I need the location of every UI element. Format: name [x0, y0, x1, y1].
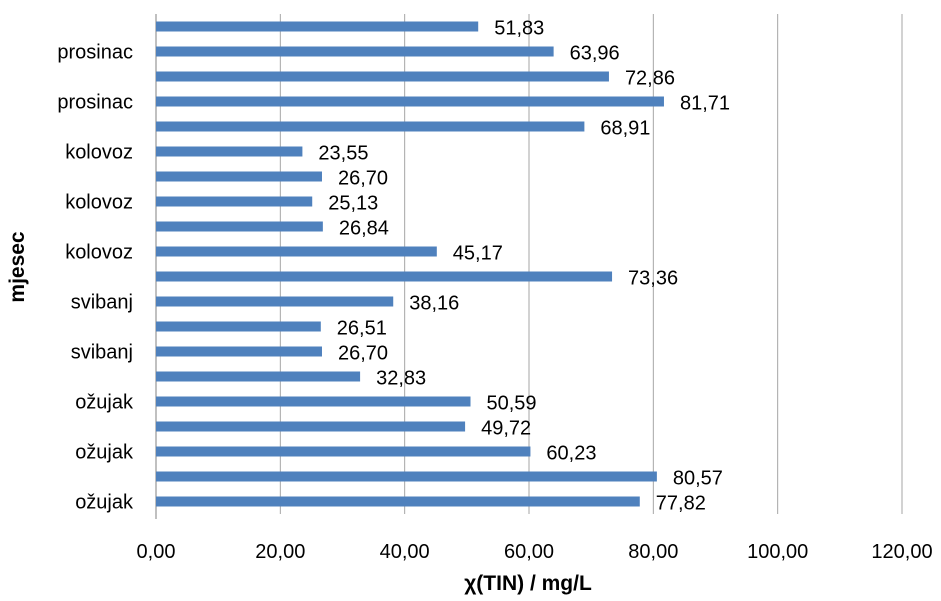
data-labels: 77,82 80,57 60,23 49,72 50,59 32,83 26,70 26,51… [318, 18, 730, 515]
bar [156, 121, 585, 132]
bars [156, 21, 664, 507]
y-axis-title: mjesec [6, 231, 29, 303]
data-label: 80,57 [673, 468, 723, 490]
data-label: 60,23 [546, 443, 596, 465]
bar [156, 446, 531, 457]
bar [156, 321, 321, 332]
category-label: ožujak [75, 492, 134, 514]
data-label: 26,51 [337, 318, 387, 340]
data-label: 26,70 [338, 343, 388, 365]
bar [156, 271, 613, 282]
x-tick-labels: 0,00 20,00 40,00 60,00 80,00 100,00 120,00 [137, 541, 933, 563]
category-label: prosinac [57, 42, 133, 64]
data-label: 63,96 [570, 43, 620, 65]
data-label: 38,16 [409, 293, 459, 315]
bar [156, 396, 471, 407]
data-label: 49,72 [481, 418, 531, 440]
data-label: 68,91 [600, 118, 650, 140]
bar [156, 346, 322, 357]
data-label: 45,17 [453, 243, 503, 265]
x-tick-label: 100,00 [747, 541, 808, 563]
bar [156, 46, 554, 57]
x-tick-label: 20,00 [255, 541, 305, 563]
data-label: 23,55 [318, 143, 368, 165]
category-label: svibanj [71, 292, 133, 314]
x-tick-label: 60,00 [504, 541, 554, 563]
x-axis-title: χ(TIN) / mg/L [464, 572, 592, 595]
category-label: ožujak [75, 392, 134, 414]
category-label: kolovoz [65, 242, 133, 264]
x-tick-label: 40,00 [380, 541, 430, 563]
data-label: 50,59 [487, 393, 537, 415]
category-label: ožujak [75, 442, 134, 464]
data-label: 25,13 [328, 193, 378, 215]
bar [156, 471, 657, 482]
category-label: kolovoz [65, 142, 133, 164]
data-label: 81,71 [680, 93, 730, 115]
x-tick-label: 0,00 [137, 541, 176, 563]
bar [156, 221, 323, 232]
x-tick-label: 120,00 [871, 541, 932, 563]
bar [156, 196, 313, 207]
gridlines [155, 14, 903, 519]
bar [156, 371, 361, 382]
bar [156, 71, 609, 82]
bar [156, 246, 437, 257]
bar [156, 171, 322, 182]
x-tick-label: 80,00 [628, 541, 678, 563]
data-label: 72,86 [625, 68, 675, 90]
category-label: kolovoz [65, 192, 133, 214]
data-label: 77,82 [656, 493, 706, 515]
data-label: 73,36 [628, 268, 678, 290]
category-label: prosinac [57, 92, 133, 114]
category-labels: ožujak ožujak ožujak svibanj svibanj kolovoz k… [57, 42, 134, 514]
bar [156, 496, 640, 507]
bar [156, 21, 479, 32]
data-label: 26,84 [339, 218, 389, 240]
data-label: 32,83 [376, 368, 426, 390]
data-label: 51,83 [494, 18, 544, 40]
bar [156, 96, 664, 107]
data-label: 26,70 [338, 168, 388, 190]
category-label: svibanj [71, 342, 133, 364]
bar [156, 421, 466, 432]
bar [156, 146, 303, 157]
bar [156, 296, 394, 307]
